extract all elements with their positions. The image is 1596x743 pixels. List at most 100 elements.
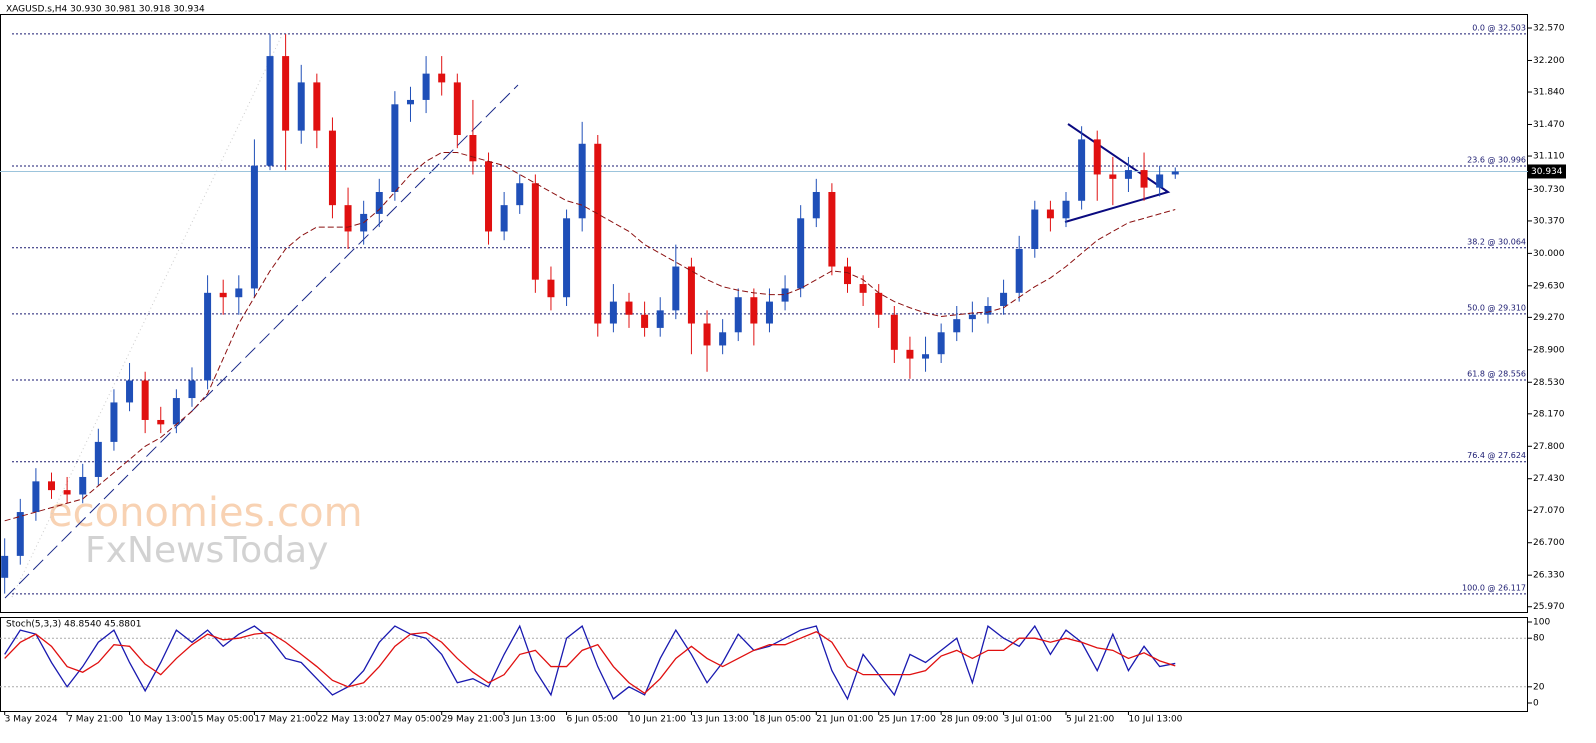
candle-body <box>250 165 258 289</box>
candle-body <box>1124 170 1132 179</box>
y-tick-label: 27.430 <box>1533 474 1565 484</box>
x-tick-label: 15 May 05:00 <box>192 715 254 725</box>
candle-body <box>438 73 446 83</box>
candle-body <box>204 292 212 381</box>
fib-label: 61.8 @ 28.556 <box>1467 369 1526 378</box>
x-tick-label: 3 Jun 13:00 <box>504 715 556 725</box>
candle-body <box>1078 139 1086 201</box>
x-tick-label: 3 May 2024 <box>5 715 58 725</box>
candle-body <box>656 310 664 328</box>
x-tick-label: 22 May 13:00 <box>317 715 379 725</box>
x-tick-label: 10 Jun 21:00 <box>629 715 686 725</box>
candle-body <box>578 143 586 219</box>
candle-body <box>1171 171 1179 175</box>
candle-body <box>547 279 555 298</box>
candle-body <box>828 191 836 267</box>
fib-label: 50.0 @ 29.310 <box>1467 303 1526 312</box>
x-tick-label: 6 Jun 05:00 <box>567 715 619 725</box>
candle-body <box>765 301 773 324</box>
candle-body <box>984 305 992 315</box>
y-tick-label: 25.970 <box>1533 602 1565 612</box>
y-tick-label: 27.070 <box>1533 506 1565 516</box>
candle-body <box>609 301 617 324</box>
candle-body <box>531 183 539 280</box>
candle-body <box>344 205 352 232</box>
candle-body <box>63 490 71 495</box>
x-tick-label: 17 May 21:00 <box>254 715 316 725</box>
candle-body <box>297 82 305 131</box>
fib-label: 0.0 @ 32.503 <box>1472 23 1526 32</box>
candle-body <box>1031 209 1039 249</box>
candle-body <box>406 99 414 105</box>
y-tick-label: 26.330 <box>1533 571 1565 581</box>
candle-body <box>703 323 711 346</box>
candle-body <box>1109 174 1117 179</box>
candle-body <box>172 398 180 425</box>
candle-body <box>859 284 867 293</box>
watermark-text: FxNewsToday <box>85 530 328 571</box>
candle-body <box>469 135 477 162</box>
moving-average <box>4 152 1176 522</box>
fib-label: 100.0 @ 26.117 <box>1462 583 1526 592</box>
watermark-text: economies.com <box>48 490 363 536</box>
y-tick-label: 31.840 <box>1533 88 1565 98</box>
x-tick-label: 28 Jun 09:00 <box>941 715 998 725</box>
candle-body <box>328 130 336 206</box>
candle-body <box>110 402 118 442</box>
y-tick-label: 32.200 <box>1533 56 1565 66</box>
y-tick-label: 27.800 <box>1533 442 1565 452</box>
indicator-title: Stoch(5,3,3) 48.8540 45.8801 <box>6 620 141 630</box>
y-tick-label: 30.000 <box>1533 249 1565 259</box>
x-tick-label: 7 May 21:00 <box>67 715 123 725</box>
candle-body <box>906 349 914 359</box>
candle-body <box>375 191 383 214</box>
candle-body <box>1015 248 1023 293</box>
y-tick-label: 28.170 <box>1533 409 1565 419</box>
price-box <box>1528 164 1566 179</box>
candle-body <box>79 476 87 495</box>
candle-body <box>266 56 274 166</box>
candle-body <box>391 104 399 192</box>
y-tick-label: 28.530 <box>1533 378 1565 388</box>
candle-body <box>968 314 976 320</box>
candle-body <box>1 555 9 578</box>
chart-title: XAGUSD.s,H4 30.930 30.981 30.918 30.934 <box>6 5 205 15</box>
x-tick-label: 18 Jun 05:00 <box>754 715 811 725</box>
candle-body <box>16 512 24 556</box>
candle-body <box>282 56 290 131</box>
x-tick-label: 5 Jul 21:00 <box>1066 715 1115 725</box>
candle-body <box>844 266 852 285</box>
candle-body <box>313 82 321 131</box>
candle-body <box>485 161 493 232</box>
candle-body <box>32 481 40 513</box>
x-tick-label: 21 Jun 01:00 <box>816 715 873 725</box>
candle-body <box>750 297 758 324</box>
frame <box>0 14 1528 613</box>
candle-body <box>1156 174 1164 188</box>
trend-line <box>4 84 519 599</box>
candle-body <box>48 481 56 491</box>
y-tick-label: 28.900 <box>1533 345 1565 355</box>
fib-label: 23.6 @ 30.996 <box>1467 156 1526 165</box>
x-tick-label: 29 May 21:00 <box>442 715 504 725</box>
x-tick-label: 27 May 05:00 <box>379 715 441 725</box>
y-tick-label: 29.630 <box>1533 281 1565 291</box>
price-label: 30.934 <box>1531 167 1563 177</box>
candle-body <box>953 319 961 333</box>
y-tick-label: 26.700 <box>1533 538 1565 548</box>
candle-body <box>625 301 633 315</box>
fib-label: 76.4 @ 27.624 <box>1467 451 1526 460</box>
candle-body <box>94 441 102 477</box>
y-tick-label: 30.370 <box>1533 216 1565 226</box>
y-tick-label: 100 <box>1533 618 1550 628</box>
candle-body <box>922 354 930 359</box>
triangle-pattern <box>1064 123 1171 223</box>
x-tick-label: 3 Jul 01:00 <box>1004 715 1053 725</box>
candle-body <box>141 380 149 420</box>
y-tick-label: 30.730 <box>1533 185 1565 195</box>
x-tick-label: 10 May 13:00 <box>130 715 192 725</box>
y-tick-label: 29.270 <box>1533 313 1565 323</box>
